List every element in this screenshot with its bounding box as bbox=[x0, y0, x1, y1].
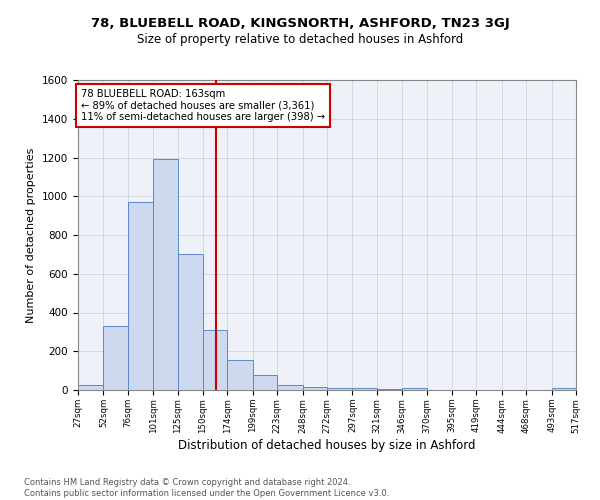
Bar bbox=[128, 202, 153, 390]
Bar bbox=[78, 385, 103, 390]
Bar bbox=[551, 388, 576, 390]
Text: 78, BLUEBELL ROAD, KINGSNORTH, ASHFORD, TN23 3GJ: 78, BLUEBELL ROAD, KINGSNORTH, ASHFORD, … bbox=[91, 18, 509, 30]
Bar bbox=[327, 388, 352, 390]
Text: 78 BLUEBELL ROAD: 163sqm
← 89% of detached houses are smaller (3,361)
11% of sem: 78 BLUEBELL ROAD: 163sqm ← 89% of detach… bbox=[81, 88, 325, 122]
Bar bbox=[178, 254, 203, 390]
Bar bbox=[103, 326, 128, 390]
Bar bbox=[253, 376, 277, 390]
Bar bbox=[203, 330, 227, 390]
Bar bbox=[402, 388, 427, 390]
X-axis label: Distribution of detached houses by size in Ashford: Distribution of detached houses by size … bbox=[178, 440, 476, 452]
Y-axis label: Number of detached properties: Number of detached properties bbox=[26, 148, 37, 322]
Text: Contains HM Land Registry data © Crown copyright and database right 2024.
Contai: Contains HM Land Registry data © Crown c… bbox=[24, 478, 389, 498]
Bar bbox=[277, 385, 302, 390]
Bar bbox=[302, 387, 327, 390]
Bar bbox=[227, 360, 253, 390]
Bar bbox=[153, 159, 178, 390]
Bar bbox=[352, 388, 377, 390]
Text: Size of property relative to detached houses in Ashford: Size of property relative to detached ho… bbox=[137, 32, 463, 46]
